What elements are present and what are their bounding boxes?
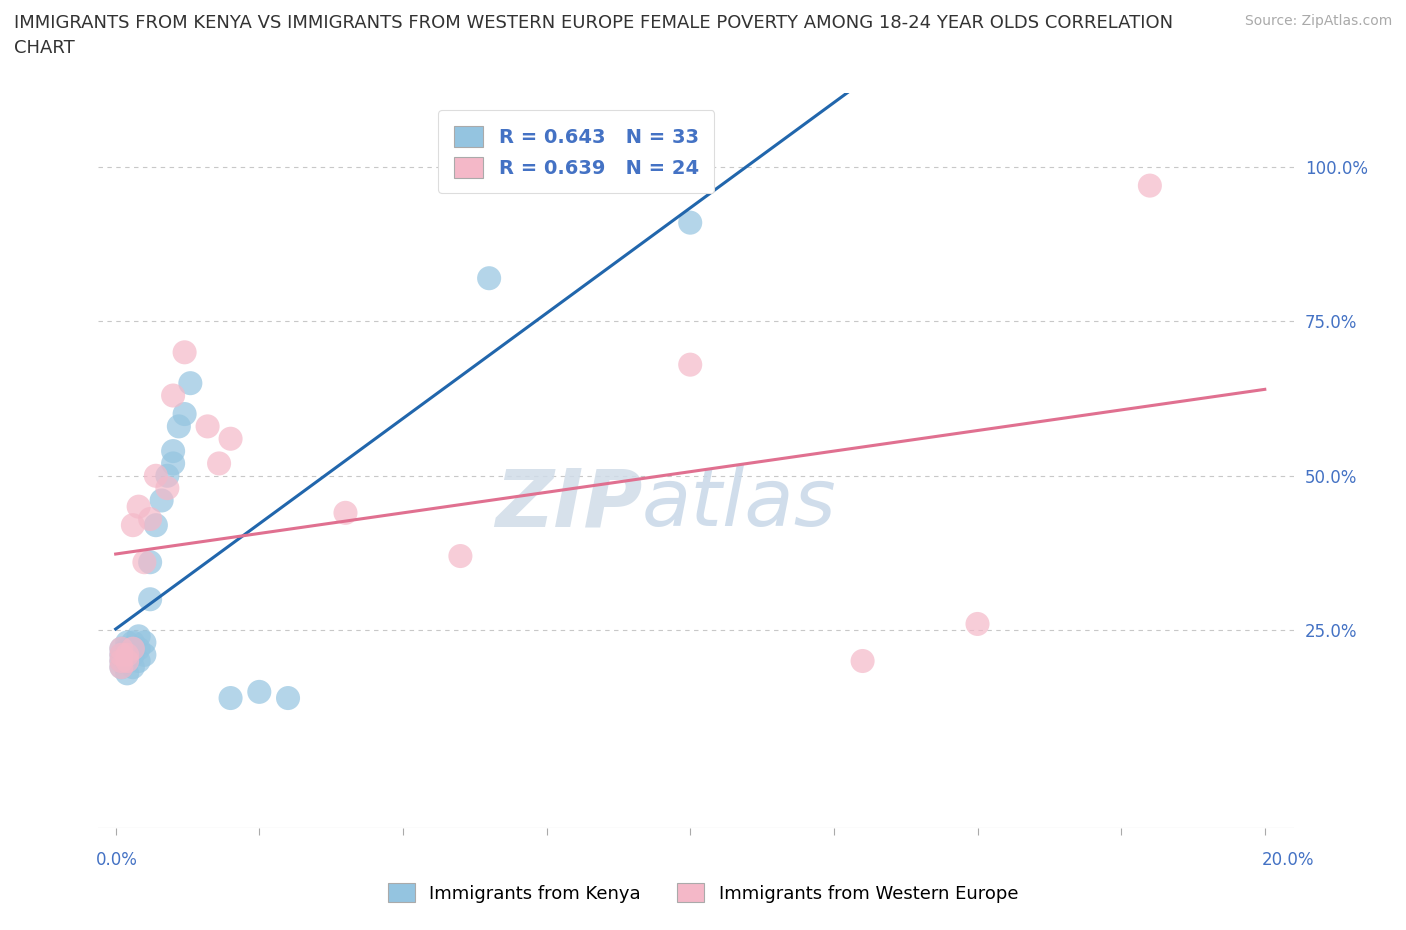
Point — [115, 641, 138, 656]
Point — [139, 512, 162, 526]
Text: Source: ZipAtlas.com: Source: ZipAtlas.com — [1244, 14, 1392, 28]
Point — [122, 647, 145, 662]
Point — [162, 444, 184, 458]
Point — [335, 505, 357, 520]
Point — [247, 684, 270, 699]
Point — [208, 456, 231, 471]
Point — [115, 635, 138, 650]
Point — [173, 406, 195, 421]
Legend: R = 0.643   N = 33, R = 0.639   N = 24: R = 0.643 N = 33, R = 0.639 N = 24 — [439, 110, 714, 193]
Point — [173, 345, 195, 360]
Point — [110, 659, 132, 674]
Legend: Immigrants from Kenya, Immigrants from Western Europe: Immigrants from Kenya, Immigrants from W… — [381, 875, 1025, 910]
Text: IMMIGRANTS FROM KENYA VS IMMIGRANTS FROM WESTERN EUROPE FEMALE POVERTY AMONG 18-: IMMIGRANTS FROM KENYA VS IMMIGRANTS FROM… — [14, 14, 1173, 32]
Point — [128, 654, 150, 669]
Point — [115, 654, 138, 669]
Point — [134, 647, 156, 662]
Text: atlas: atlas — [643, 465, 837, 543]
Point — [150, 493, 173, 508]
Point — [128, 499, 150, 514]
Point — [966, 617, 988, 631]
Point — [162, 388, 184, 403]
Point — [852, 654, 875, 669]
Text: ZIP: ZIP — [495, 465, 643, 543]
Point — [679, 357, 702, 372]
Point — [110, 641, 132, 656]
Point — [145, 518, 167, 533]
Point — [145, 469, 167, 484]
Point — [110, 641, 132, 656]
Point — [139, 555, 162, 570]
Point — [156, 469, 179, 484]
Point — [219, 691, 242, 706]
Point — [134, 555, 156, 570]
Y-axis label: Female Poverty Among 18-24 Year Olds: Female Poverty Among 18-24 Year Olds — [0, 309, 7, 612]
Point — [1139, 179, 1161, 193]
Text: CHART: CHART — [14, 39, 75, 57]
Point — [197, 418, 219, 433]
Point — [179, 376, 201, 391]
Point — [122, 518, 145, 533]
Point — [110, 647, 132, 662]
Point — [115, 654, 138, 669]
Point — [679, 215, 702, 230]
Point — [115, 666, 138, 681]
Point — [128, 629, 150, 644]
Point — [139, 591, 162, 606]
Point — [277, 691, 299, 706]
Point — [115, 647, 138, 662]
Point — [110, 654, 132, 669]
Point — [122, 641, 145, 656]
Point — [122, 659, 145, 674]
Point — [122, 641, 145, 656]
Point — [115, 647, 138, 662]
Text: 0.0%: 0.0% — [96, 851, 138, 869]
Point — [478, 271, 501, 286]
Point — [167, 418, 190, 433]
Point — [110, 647, 132, 662]
Point — [110, 659, 132, 674]
Text: 20.0%: 20.0% — [1263, 851, 1315, 869]
Point — [122, 635, 145, 650]
Point — [128, 641, 150, 656]
Point — [134, 635, 156, 650]
Point — [449, 549, 471, 564]
Point — [156, 481, 179, 496]
Point — [162, 456, 184, 471]
Point — [219, 432, 242, 446]
Point — [110, 654, 132, 669]
